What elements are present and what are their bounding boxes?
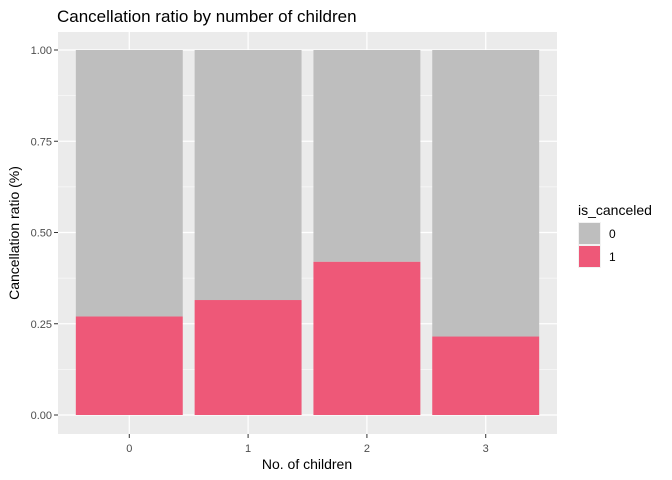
y-tick-label: 0.00	[31, 410, 52, 422]
bar-segment-1-0	[75, 316, 183, 415]
x-tick-label: 1	[245, 443, 251, 455]
chart-title: Cancellation ratio by number of children	[57, 7, 357, 26]
x-tick-label: 0	[126, 443, 132, 455]
bar-segment-0-2	[313, 50, 421, 262]
legend-label-0: 0	[609, 227, 616, 241]
x-tick-label: 2	[364, 443, 370, 455]
legend-title: is_canceled	[578, 202, 652, 218]
y-axis-title: Cancellation ratio (%)	[6, 166, 22, 300]
y-tick-label: 1.00	[31, 45, 52, 57]
bar-segment-1-1	[194, 300, 302, 415]
x-tick-label: 3	[483, 443, 489, 455]
x-axis-title: No. of children	[262, 456, 352, 472]
x-tick-labels: 0 1 2 3	[126, 434, 489, 455]
bar-segment-1-2	[313, 261, 421, 415]
bar-segment-0-0	[75, 50, 183, 317]
y-tick-labels: 0.00 0.25 0.50 0.75 1.00	[31, 45, 58, 422]
y-tick-label: 0.50	[31, 228, 52, 240]
bar-segment-1-3	[432, 336, 540, 415]
legend: is_canceled 0 1	[578, 202, 652, 268]
legend-swatch-0	[579, 223, 600, 244]
bars	[75, 50, 540, 415]
y-tick-label: 0.75	[31, 136, 52, 148]
bar-segment-0-1	[194, 50, 302, 301]
y-tick-label: 0.25	[31, 319, 52, 331]
legend-swatch-1	[579, 246, 600, 267]
bar-segment-0-3	[432, 50, 540, 337]
legend-label-1: 1	[609, 250, 616, 264]
